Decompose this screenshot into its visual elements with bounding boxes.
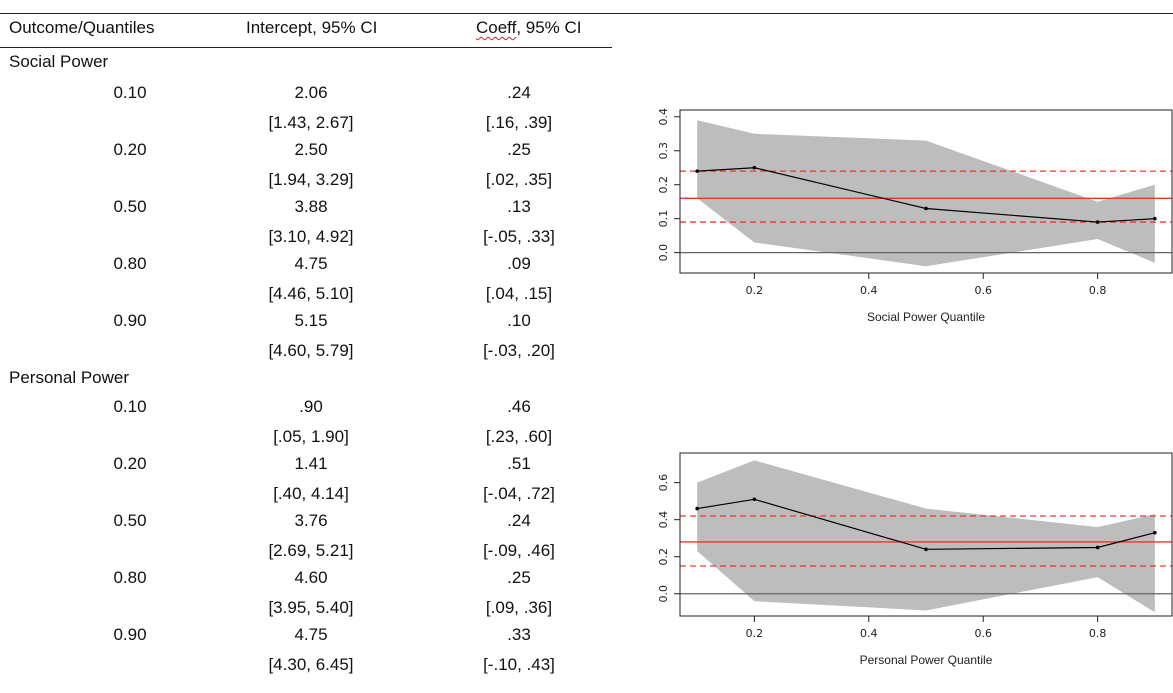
header-outcome: Outcome/Quantiles: [9, 18, 155, 37]
coeff-cell: .24: [507, 83, 531, 102]
coefficient-point: [695, 506, 699, 511]
intercept-ci-cell: [4.46, 5.10]: [268, 284, 354, 303]
coefficient-point: [924, 547, 928, 552]
coeff-ci-cell: [-.04, .72]: [483, 484, 555, 503]
quantile-cell: 0.80: [113, 568, 147, 587]
table-top-rule: [0, 13, 1173, 14]
y-tick-label: 0.3: [657, 142, 670, 160]
quantile-cell: 0.90: [113, 625, 147, 644]
intercept-ci-cell: [1.43, 2.67]: [268, 113, 354, 132]
x-tick-label: 0.8: [1089, 627, 1107, 640]
intercept-cell: 3.88: [294, 197, 328, 216]
coeff-cell: .25: [507, 568, 531, 587]
quantile-cell: 0.20: [113, 140, 147, 159]
intercept-cell: 2.50: [294, 140, 328, 159]
group-label-personal-power: Personal Power: [9, 368, 130, 387]
intercept-cell: 2.06: [294, 83, 328, 102]
intercept-cell: 5.15: [294, 311, 328, 330]
x-tick-label: 0.4: [860, 284, 878, 297]
x-axis-label: Personal Power Quantile: [860, 653, 993, 667]
coeff-cell: .13: [507, 197, 531, 216]
coeff-cell: .10: [507, 311, 531, 330]
header-intercept: Intercept, 95% CI: [246, 18, 378, 37]
coeff-cell: .51: [507, 454, 531, 473]
coeff-cell: .09: [507, 254, 531, 273]
y-tick-label: 0.6: [657, 474, 670, 492]
x-tick-label: 0.2: [746, 284, 764, 297]
x-tick-label: 0.2: [746, 627, 764, 640]
coeff-cell: .25: [507, 140, 531, 159]
coeff-ci-cell: [.04, .15]: [485, 284, 553, 303]
x-tick-label: 0.6: [974, 627, 992, 640]
x-tick-label: 0.6: [974, 284, 992, 297]
coeff-ci-cell: [-.05, .33]: [483, 227, 555, 246]
x-axis-label: Social Power Quantile: [867, 310, 985, 324]
coefficient-point: [1095, 220, 1100, 224]
coeff-ci-cell: [.02, .35]: [485, 170, 553, 189]
quantile-cell: 0.80: [113, 254, 147, 273]
social-power-quantile-chart: 0.2 0.4 0.6 0.8 0.0 0.1 0.2 0.3 0.4 Social Power …: [657, 108, 1173, 324]
intercept-ci-cell: [3.10, 4.92]: [268, 227, 354, 246]
confidence-band: [697, 460, 1155, 613]
y-tick-label: 0.4: [657, 108, 670, 126]
coefficient-point: [1153, 216, 1157, 221]
coefficient-point: [924, 206, 928, 211]
plot-frame: [679, 452, 1173, 617]
coeff-ci-cell: [-.10, .43]: [483, 655, 555, 674]
y-tick-label: 0.2: [657, 548, 670, 566]
coeff-ci-cell: [.09, .36]: [485, 598, 553, 617]
intercept-cell: .90: [299, 397, 323, 416]
x-tick-label: 0.8: [1089, 284, 1107, 297]
intercept-ci-cell: [.05, 1.90]: [273, 427, 349, 446]
y-tick-label: 0.1: [657, 210, 670, 228]
coeff-ci-cell: [.23, .60]: [485, 427, 553, 446]
intercept-cell: 1.41: [294, 454, 328, 473]
personal-power-quantile-chart: 0.2 0.4 0.6 0.8 0.0 0.2 0.4 0.6 Personal Power Q…: [657, 452, 1173, 667]
y-tick-label: 0.0: [657, 244, 670, 262]
intercept-ci-cell: [3.95, 5.40]: [268, 598, 354, 617]
coefficient-point: [1095, 545, 1100, 550]
intercept-cell: 4.60: [294, 568, 328, 587]
x-tick-label: 0.4: [860, 627, 878, 640]
coefficient-point: [752, 497, 757, 502]
coeff-ci-cell: [.16, .39]: [485, 113, 553, 132]
quantile-cell: 0.10: [113, 397, 147, 416]
plot-frame: [679, 109, 1173, 274]
coeff-cell: .24: [507, 511, 531, 530]
coeff-ci-cell: [-.09, .46]: [483, 541, 555, 560]
coeff-cell: .33: [507, 625, 531, 644]
intercept-ci-cell: [4.60, 5.79]: [268, 341, 354, 360]
table-header-rule: [0, 47, 612, 48]
quantile-cell: 0.90: [113, 311, 147, 330]
intercept-ci-cell: [2.69, 5.21]: [268, 541, 354, 560]
intercept-ci-cell: [4.30, 6.45]: [268, 655, 354, 674]
intercept-ci-cell: [.40, 4.14]: [273, 484, 349, 503]
confidence-band: [697, 120, 1155, 267]
group-label-social-power: Social Power: [9, 52, 109, 71]
quantile-cell: 0.50: [113, 511, 147, 530]
y-tick-label: 0.4: [657, 511, 670, 529]
coefficient-point: [752, 165, 757, 170]
header-coeff: Coeff, 95% CI: [476, 18, 582, 38]
intercept-cell: 4.75: [294, 254, 328, 273]
coefficient-point: [1153, 530, 1157, 535]
quantile-cell: 0.50: [113, 197, 147, 216]
y-tick-label: 0.2: [657, 176, 670, 194]
header-coeff-word: Coeff: [476, 18, 517, 37]
quantile-cell: 0.10: [113, 83, 147, 102]
quantile-cell: 0.20: [113, 454, 147, 473]
header-coeff-rest: , 95% CI: [516, 18, 582, 37]
coeff-cell: .46: [507, 397, 531, 416]
intercept-ci-cell: [1.94, 3.29]: [268, 170, 354, 189]
coefficient-point: [695, 169, 699, 173]
intercept-cell: 3.76: [294, 511, 328, 530]
y-tick-label: 0.0: [657, 585, 670, 603]
intercept-cell: 4.75: [294, 625, 328, 644]
coeff-ci-cell: [-.03, .20]: [483, 341, 555, 360]
